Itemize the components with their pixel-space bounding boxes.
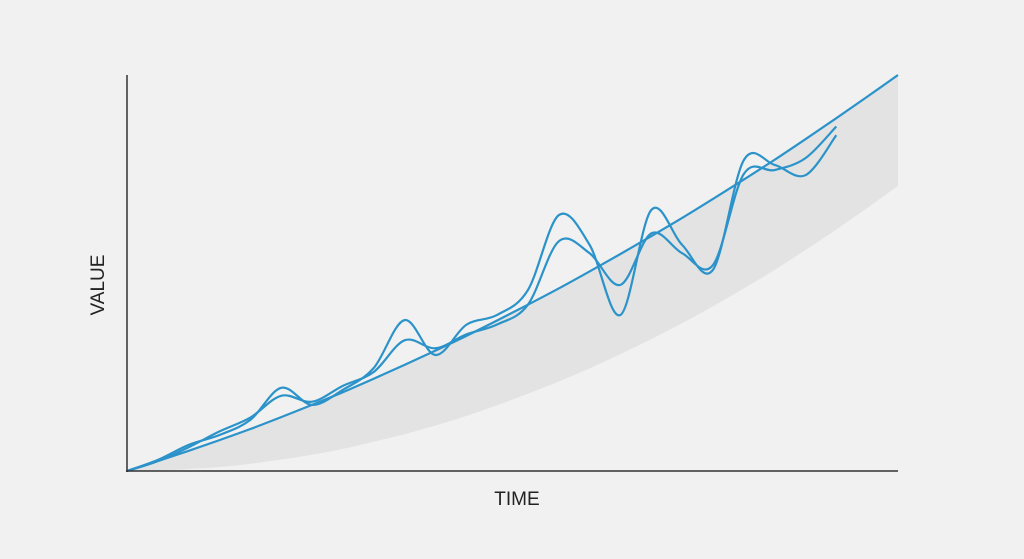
plot-area [126, 74, 899, 473]
trend-line [126, 74, 899, 473]
data-line [126, 125, 838, 473]
x-axis-label: TIME [494, 489, 539, 510]
data-line [126, 134, 838, 473]
y-axis-label: VALUE [88, 255, 109, 316]
band-area [127, 75, 898, 471]
